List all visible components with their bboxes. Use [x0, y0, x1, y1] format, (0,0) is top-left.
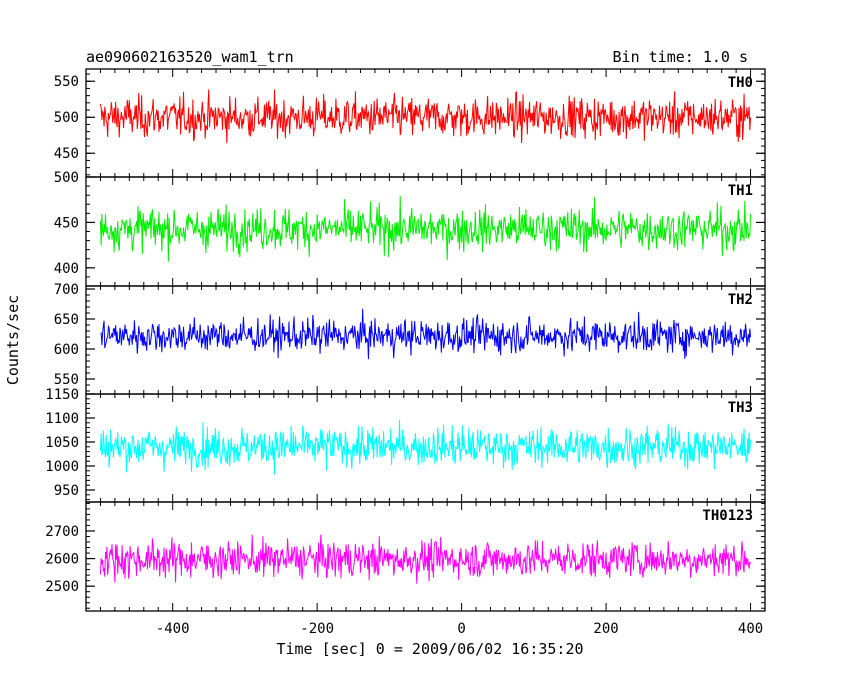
panels-layer: 450 500 550 TH0 400 450 500 TH1 550 600 650 700 TH2 9… — [45, 68, 766, 637]
panel-th0123: 2500 2600 2700 TH0123 — [45, 501, 766, 612]
panel-label-th2: TH2 — [728, 292, 753, 308]
panel-label-th3: TH3 — [728, 400, 753, 416]
x-tick-label: 400 — [738, 621, 763, 637]
y-tick-label: 650 — [54, 312, 79, 328]
panel-label-th0123: TH0123 — [702, 508, 753, 524]
panel-frame — [85, 285, 766, 395]
y-tick-label: 2600 — [45, 552, 79, 568]
bin-time-label: Bin time: 1.0 s — [613, 48, 748, 66]
y-tick-label: 1150 — [45, 387, 79, 403]
series-th1 — [99, 195, 752, 262]
x-tick-label: 0 — [457, 621, 465, 637]
x-tick-label: 200 — [593, 621, 618, 637]
series-th0123 — [99, 534, 752, 584]
x-tick-label: -400 — [156, 621, 190, 637]
y-axis-label: Counts/sec — [4, 295, 22, 385]
series-th2 — [100, 308, 752, 360]
y-tick-label: 500 — [54, 170, 79, 186]
y-tick-label: 400 — [54, 261, 79, 277]
y-tick-label: 550 — [54, 372, 79, 388]
panel-label-th0: TH0 — [728, 75, 753, 91]
y-tick-label: 1000 — [45, 459, 79, 475]
x-axis-label: Time [sec] 0 = 2009/06/02 16:35:20 — [276, 640, 583, 658]
x-tick-label: -200 — [300, 621, 334, 637]
panel-frame — [85, 501, 766, 612]
plot-title: ae090602163520_wam1_trn — [86, 48, 294, 66]
panel-th3: 950 1000 1050 1100 1150 TH3 — [45, 387, 766, 503]
y-tick-label: 1050 — [45, 435, 79, 451]
y-tick-label: 700 — [54, 282, 79, 298]
y-tick-label: 2500 — [45, 579, 79, 595]
y-tick-label: 450 — [54, 146, 79, 162]
y-tick-label: 2700 — [45, 524, 79, 540]
y-tick-label: 950 — [54, 483, 79, 499]
panel-th0: 450 500 550 TH0 — [54, 68, 766, 178]
series-th3 — [99, 419, 752, 475]
series-th0 — [99, 89, 752, 144]
y-tick-label: 600 — [54, 342, 79, 358]
panel-th1: 400 450 500 TH1 — [54, 170, 766, 287]
y-tick-label: 500 — [54, 110, 79, 126]
y-tick-label: 550 — [54, 74, 79, 90]
y-tick-label: 450 — [54, 215, 79, 231]
panel-th2: 550 600 650 700 TH2 — [54, 282, 766, 395]
y-tick-label: 1100 — [45, 411, 79, 427]
panel-label-th1: TH1 — [728, 183, 753, 199]
